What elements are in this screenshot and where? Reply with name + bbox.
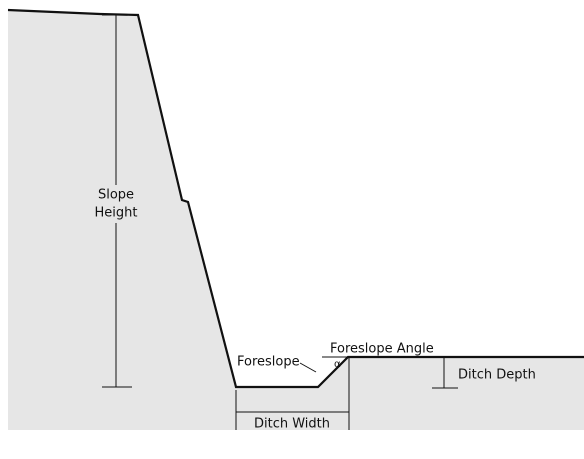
- slope-height-label: Slope: [98, 188, 134, 203]
- terrain: [8, 10, 584, 430]
- ditch-width-dimension: [235, 357, 350, 430]
- foreslope-angle-label: Foreslope Angle: [330, 342, 434, 357]
- foreslope-label: Foreslope: [237, 355, 300, 370]
- ditch-depth-dimension: [432, 357, 458, 389]
- terrain-profile: [7, 8, 584, 389]
- foreslope-leader: [299, 362, 317, 373]
- ditch-width-label: Ditch Width: [254, 417, 330, 432]
- alpha-symbol: α: [334, 359, 341, 370]
- ditch-depth-label: Ditch Depth: [458, 368, 536, 383]
- label-backdrop: [92, 185, 140, 223]
- slope-height-label: Height: [95, 206, 138, 221]
